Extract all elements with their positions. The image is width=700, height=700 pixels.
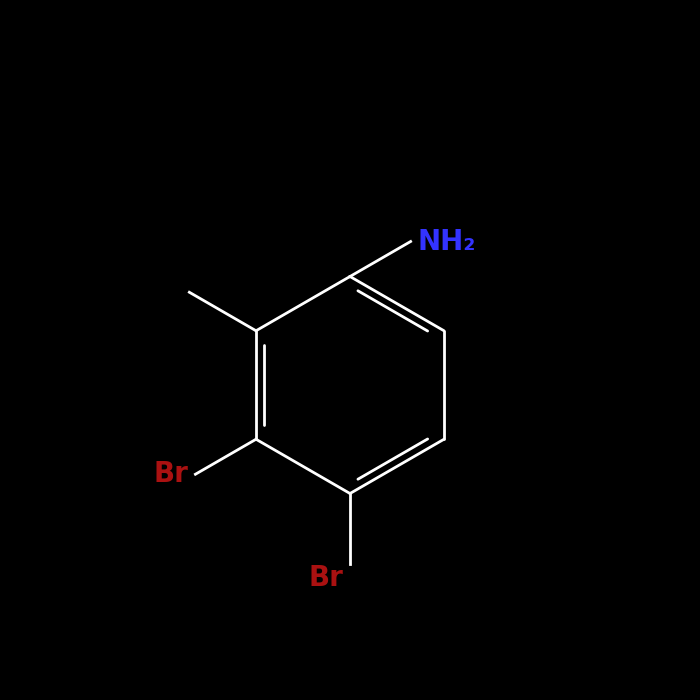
Text: NH₂: NH₂: [418, 228, 476, 256]
Text: Br: Br: [308, 564, 343, 592]
Text: Br: Br: [153, 461, 188, 489]
